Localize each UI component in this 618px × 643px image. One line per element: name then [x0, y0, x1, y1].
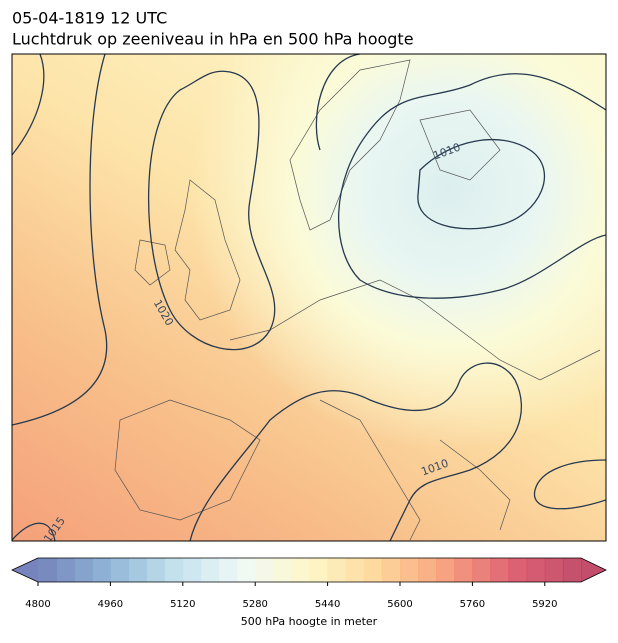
colorbar-cell	[164, 558, 184, 582]
colorbar-cell	[291, 558, 310, 582]
colorbar-tick-label: 5600	[387, 599, 412, 610]
colorbar-outline	[11, 557, 607, 583]
colorbar-cell	[508, 558, 528, 582]
colorbar-cell	[273, 558, 292, 582]
colorbar-cell	[146, 558, 166, 582]
subtitle: Luchtdruk op zeeniveau in hPa en 500 hPa…	[12, 30, 414, 49]
colorbar-extend-high	[581, 558, 606, 582]
title: 05-04-1819 12 UTC	[12, 9, 167, 28]
colorbar-cell	[454, 558, 473, 582]
colorbar-tick-label: 5440	[315, 599, 340, 610]
colorbar-cell	[345, 558, 365, 582]
colorbar-cell	[255, 558, 274, 582]
colorbar-label: 500 hPa hoogte in meter	[241, 615, 378, 628]
colorbar-tick-label: 5280	[242, 599, 267, 610]
colorbar-tick-label: 4800	[25, 599, 50, 610]
colorbar-cell	[526, 558, 546, 582]
colorbar: 4800 4960 5120 5280 5440 5600 5760 5920	[11, 557, 607, 610]
isobars	[12, 54, 606, 541]
colorbar-cell	[327, 558, 347, 582]
colorbar-cell	[219, 558, 238, 582]
colorbar-tick-label: 4960	[98, 599, 123, 610]
map: 1010 1020 1010 1015	[12, 54, 606, 541]
colorbar-cell	[381, 558, 401, 582]
colorbar-cell	[436, 558, 455, 582]
colorbar-cell	[490, 558, 510, 582]
colorbar-cell	[237, 558, 256, 582]
map-frame	[11, 53, 607, 542]
colorbar-cell	[74, 558, 93, 582]
colorbar-tick-label: 5760	[460, 599, 485, 610]
colorbar-cell	[544, 558, 564, 582]
colorbar-cell	[110, 558, 129, 582]
colorbar-cell	[128, 558, 148, 582]
colorbar-cell	[400, 558, 419, 582]
colorbar-cell	[418, 558, 437, 582]
colorbar-cell	[472, 558, 491, 582]
colorbar-tick-label: 5920	[532, 599, 557, 610]
colorbar-tick-label: 5120	[170, 599, 195, 610]
colorbar-cell	[182, 558, 202, 582]
low-pressure-area	[12, 54, 606, 541]
colorbar-cell	[200, 558, 220, 582]
colorbar-cell	[363, 558, 383, 582]
coastlines	[114, 59, 601, 541]
colorbar-cell	[309, 558, 329, 582]
colorbar-extend-low	[12, 558, 38, 582]
colorbar-cell	[92, 558, 111, 582]
colorbar-cell	[56, 558, 75, 582]
colorbar-cell	[562, 558, 582, 582]
colorbar-cell	[38, 558, 57, 582]
